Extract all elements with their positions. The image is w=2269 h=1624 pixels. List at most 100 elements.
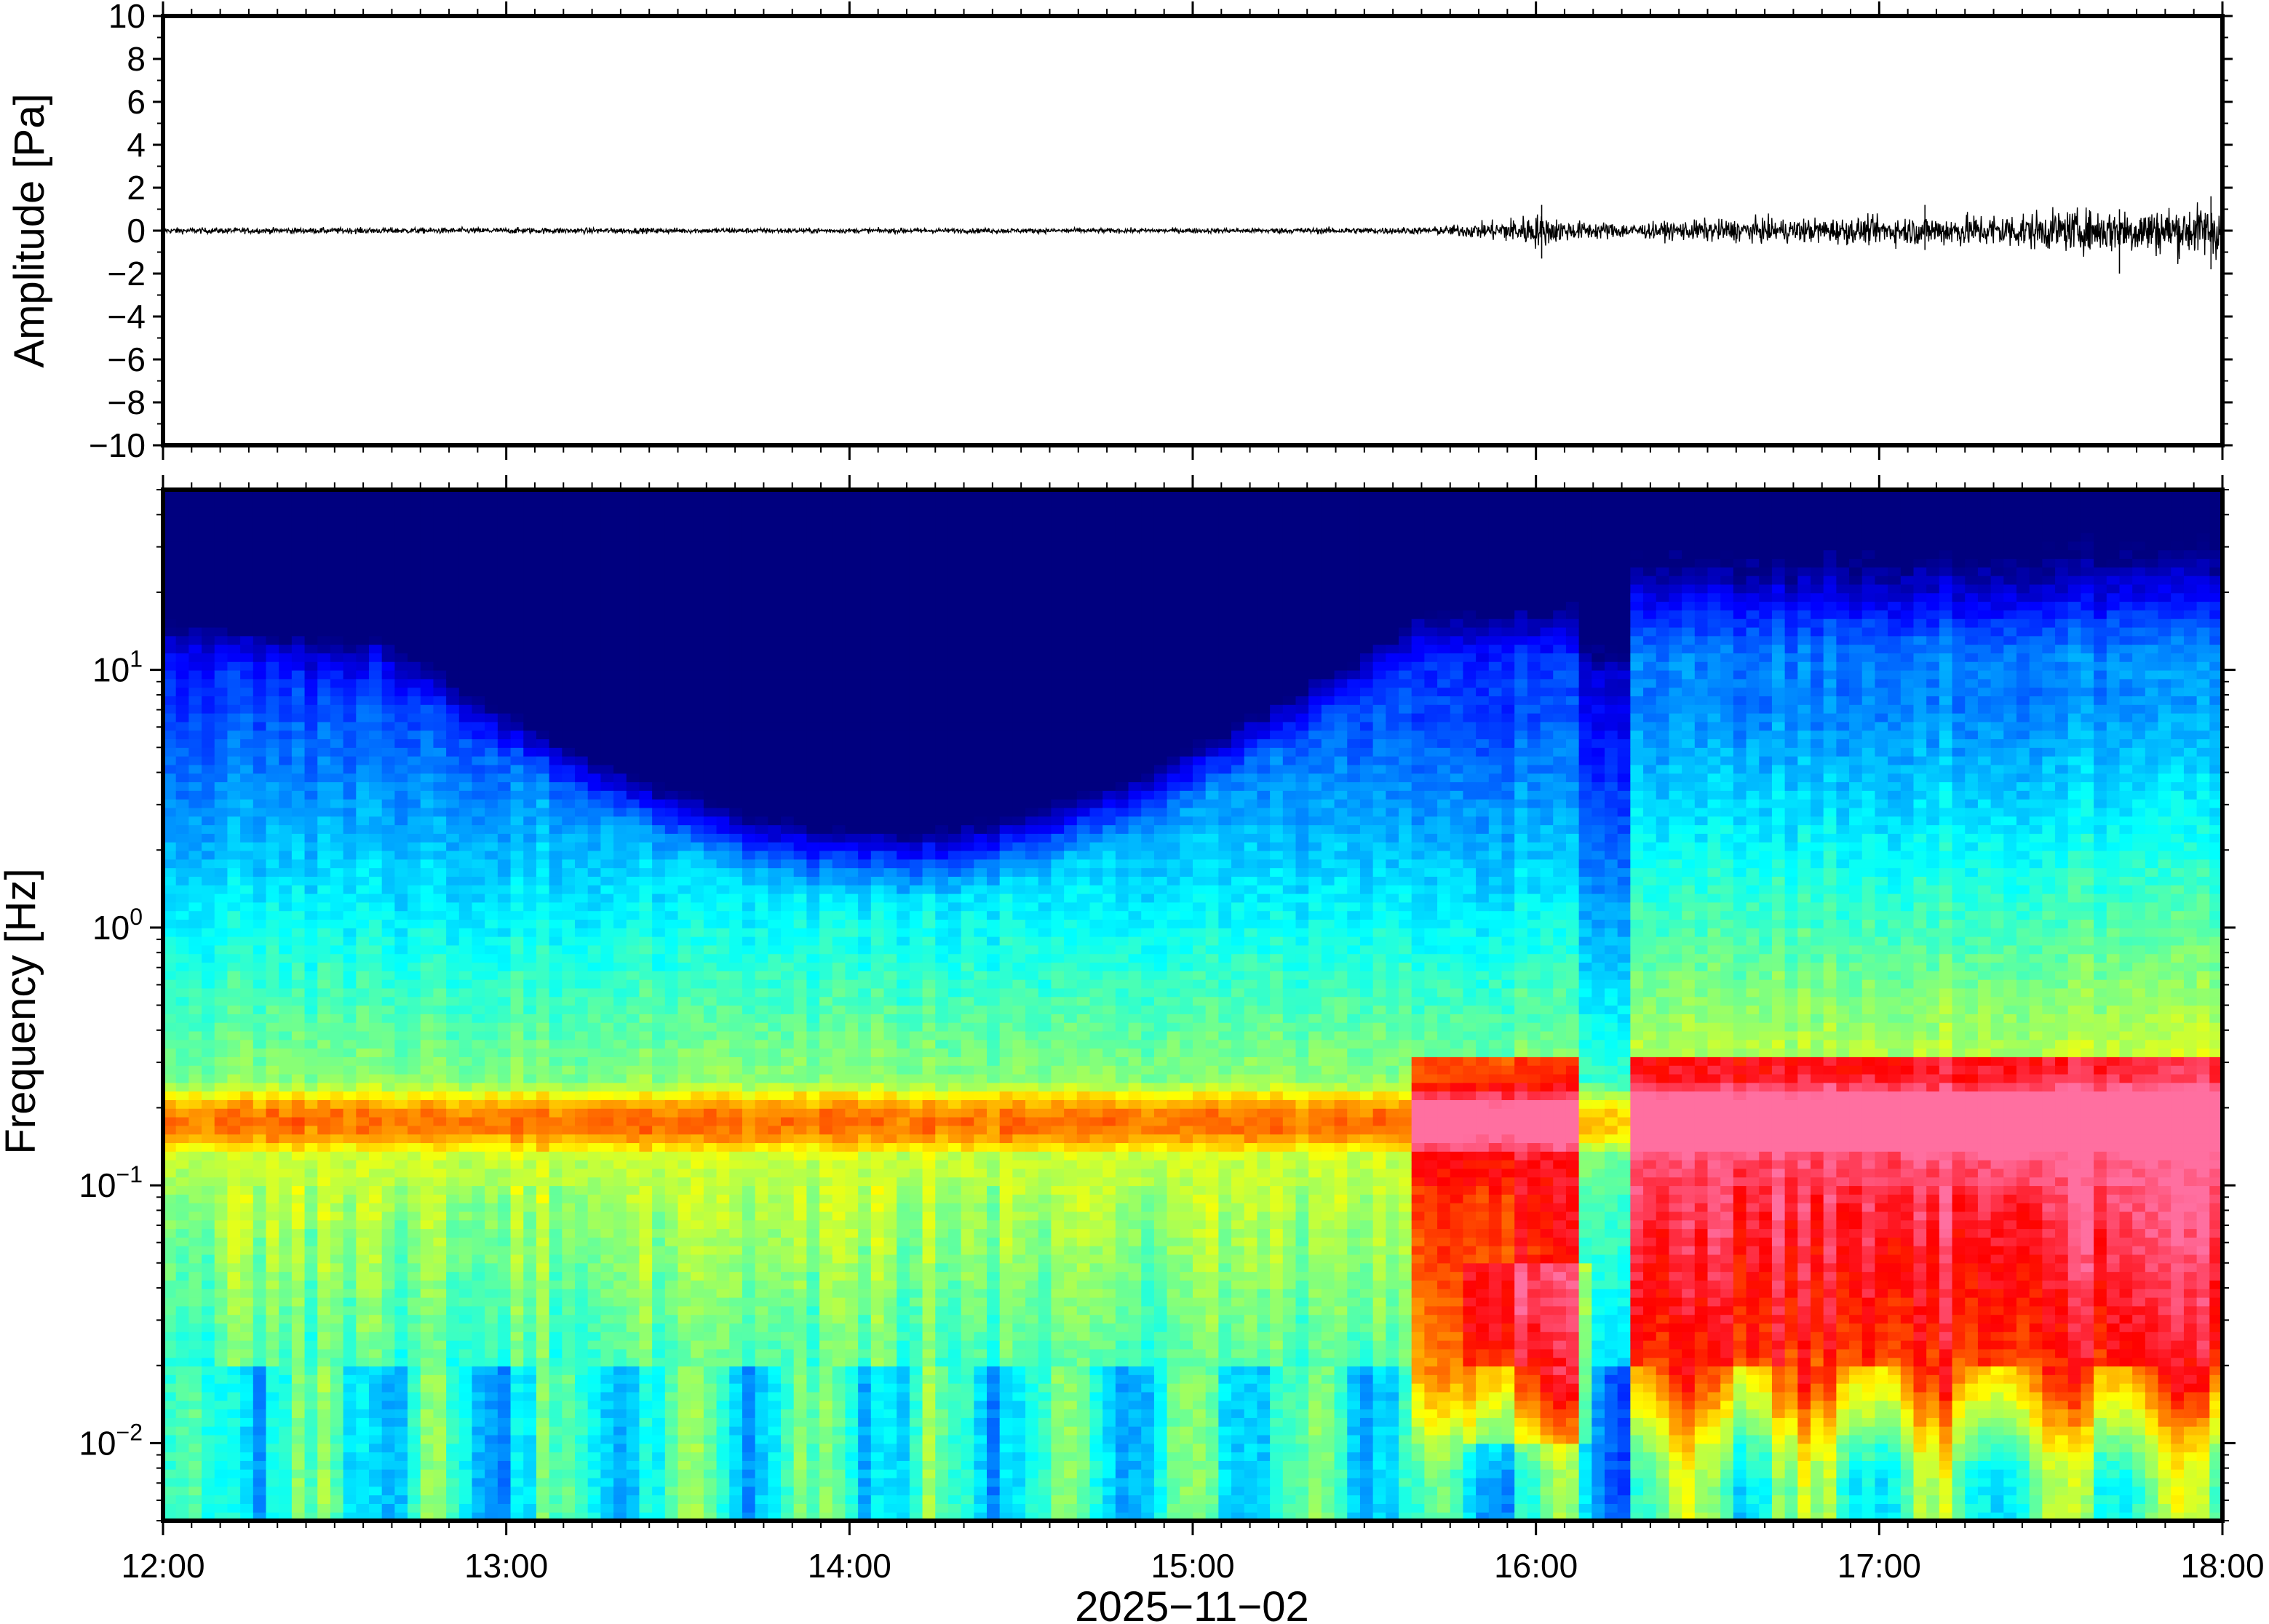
spectrogram-cell <box>266 1160 279 1169</box>
spectrogram-cell <box>510 773 524 783</box>
spectrogram-cell <box>202 687 215 696</box>
spectrogram-cell <box>420 953 434 963</box>
spectrogram-cell <box>523 1469 537 1478</box>
spectrogram-cell <box>317 1082 331 1092</box>
spectrogram-cell <box>202 936 215 946</box>
spectrogram-cell <box>613 1125 627 1135</box>
spectrogram-cell <box>536 610 550 619</box>
spectrogram-cell <box>549 1409 563 1418</box>
spectrogram-cell <box>253 944 267 955</box>
spectrogram-cell <box>587 885 601 894</box>
spectrogram-cell <box>446 1374 460 1384</box>
spectrogram-cell <box>472 1108 485 1118</box>
spectrogram-cell <box>266 1262 279 1273</box>
spectrogram-cell <box>304 1048 318 1057</box>
spectrogram-cell <box>330 1332 344 1341</box>
spectrogram-cell <box>330 773 344 783</box>
spectrogram-cell <box>433 1503 447 1513</box>
spectrogram-cell <box>266 1323 279 1332</box>
spectrogram-cell <box>549 1194 563 1203</box>
spectrogram-cell <box>497 807 512 817</box>
spectrogram-cell <box>575 1168 589 1178</box>
spectrogram-cell <box>626 1056 640 1066</box>
spectrogram-cell <box>600 790 614 800</box>
spectrogram-cell <box>652 859 666 869</box>
spectrogram-cell <box>523 1117 537 1126</box>
spectrogram-cell <box>163 549 177 560</box>
spectrogram-cell <box>356 747 370 757</box>
spectrogram-cell <box>446 1030 460 1040</box>
spectrogram-cell <box>291 576 306 585</box>
spectrogram-cell <box>613 1383 627 1393</box>
spectrogram-cell <box>472 635 485 645</box>
spectrogram-cell <box>394 910 408 920</box>
spectrogram-cell <box>227 1366 241 1375</box>
spectrogram-cell <box>240 1494 254 1504</box>
spectrogram-cell <box>600 1494 614 1504</box>
spectrogram-cell <box>472 1262 485 1273</box>
spectrogram-cell <box>536 506 550 517</box>
spectrogram-cell <box>458 1099 473 1109</box>
spectrogram-cell <box>381 936 395 946</box>
spectrogram-cell <box>536 867 550 877</box>
spectrogram-cell <box>575 876 589 885</box>
spectrogram-cell <box>188 515 202 525</box>
spectrogram-cell <box>639 1494 653 1504</box>
spectrogram-cell <box>613 1228 627 1238</box>
spectrogram-cell <box>343 1056 357 1066</box>
spectrogram-cell <box>536 739 550 748</box>
spectrogram-cell <box>394 764 408 774</box>
spectrogram-cell <box>497 1005 512 1014</box>
spectrogram-cell <box>330 584 344 594</box>
spectrogram-cell <box>497 910 512 920</box>
spectrogram-cell <box>472 1340 485 1350</box>
spectrogram-cell <box>202 1108 215 1118</box>
spectrogram-cell <box>652 601 666 610</box>
spectrogram-cell <box>639 936 653 946</box>
spectrogram-cell <box>369 979 383 989</box>
spectrogram-cell <box>497 1452 512 1461</box>
spectrogram-cell <box>549 653 563 662</box>
spectrogram-cell <box>304 601 318 610</box>
spectrogram-cell <box>343 1443 357 1453</box>
spectrogram-cell <box>562 644 576 653</box>
spectrogram-cell <box>587 653 601 662</box>
spectrogram-cell <box>279 747 293 757</box>
spectrogram-cell <box>266 1014 279 1023</box>
spectrogram-cell <box>266 1289 279 1298</box>
spectrogram-cell <box>408 1366 421 1375</box>
spectrogram-cell <box>163 1194 177 1203</box>
spectrogram-cell <box>188 1056 202 1066</box>
spectrogram-cell <box>433 713 447 723</box>
spectrogram-cell <box>343 773 357 783</box>
spectrogram-cell <box>188 1443 202 1453</box>
spectrogram-cell <box>472 1314 485 1324</box>
spectrogram-cell <box>240 498 254 508</box>
spectrogram-cell <box>613 764 627 774</box>
spectrogram-cell <box>394 1280 408 1289</box>
spectrogram-cell <box>240 1117 254 1126</box>
spectrogram-cell <box>446 533 460 542</box>
spectrogram-cell <box>433 721 447 731</box>
spectrogram-cell <box>330 1005 344 1014</box>
spectrogram-cell <box>266 567 279 576</box>
spectrogram-cell <box>497 704 512 714</box>
spectrogram-cell <box>227 764 241 774</box>
spectrogram-cell <box>408 1262 421 1273</box>
spectrogram-cell <box>472 1494 485 1504</box>
spectrogram-cell <box>639 1073 653 1083</box>
spectrogram-cell <box>163 850 177 860</box>
spectrogram-cell <box>485 704 498 714</box>
spectrogram-cell <box>304 756 318 765</box>
spectrogram-cell <box>163 592 177 602</box>
spectrogram-cell <box>317 524 331 533</box>
spectrogram-cell <box>510 1434 524 1444</box>
spectrogram-cell <box>446 1262 460 1273</box>
spectrogram-cell <box>472 971 485 980</box>
spectrogram-cell <box>304 1091 318 1100</box>
spectrogram-cell <box>626 653 640 662</box>
spectrogram-cell <box>394 1065 408 1075</box>
spectrogram-cell <box>639 1039 653 1049</box>
spectrogram-cell <box>214 1091 229 1100</box>
spectrogram-cell <box>652 910 666 920</box>
